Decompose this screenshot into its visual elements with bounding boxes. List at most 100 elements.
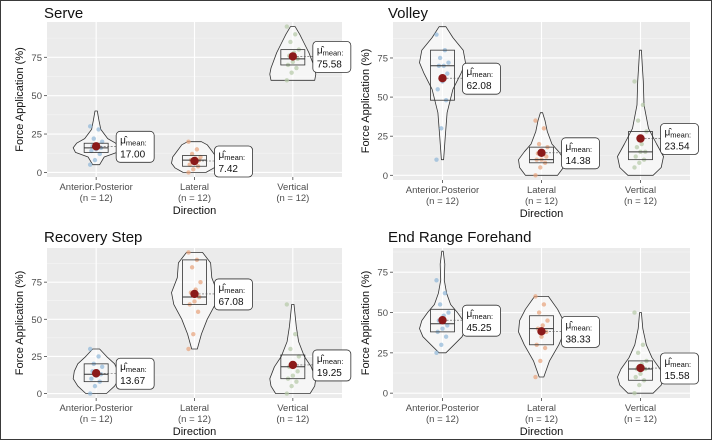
data-point — [186, 139, 191, 144]
mean-label-box — [312, 41, 352, 73]
x-tick-count-label: (n = 12) — [178, 414, 211, 425]
data-point — [538, 165, 543, 170]
data-point — [542, 345, 548, 351]
data-point — [536, 141, 542, 147]
data-point — [288, 346, 293, 352]
x-tick-count-label: (n = 12) — [525, 414, 558, 425]
violin-outline — [419, 26, 466, 161]
mean-point — [537, 148, 546, 158]
box-iqr — [628, 131, 653, 161]
mean-label-box — [462, 304, 501, 337]
x-tick-label: Lateral — [527, 185, 556, 196]
data-point — [632, 310, 637, 315]
box-iqr — [430, 308, 455, 333]
data-point — [295, 369, 300, 374]
mean-label-subscript: mean: — [126, 365, 147, 374]
mean-label-box — [115, 130, 155, 163]
x-tick-label: Vertical — [625, 403, 656, 414]
mean-label-subscript: mean: — [323, 357, 344, 366]
mean-label-box — [561, 137, 600, 170]
y-tick-label: 25 — [377, 348, 388, 359]
data-point — [289, 70, 294, 75]
mean-label-value: 15.58 — [665, 371, 690, 382]
chart-title: Serve — [44, 5, 83, 22]
mean-label-subscript: mean: — [224, 153, 245, 162]
data-point — [439, 126, 444, 131]
mean-label-subscript: mean: — [670, 130, 691, 139]
data-point — [87, 124, 93, 129]
y-tick-label: 75 — [31, 278, 42, 289]
data-point — [541, 126, 547, 131]
mean-label-stat: μ̂mean: — [665, 356, 692, 369]
mean-label-subscript: mean: — [670, 360, 691, 369]
data-point — [540, 323, 545, 328]
data-point — [96, 127, 101, 132]
data-point — [440, 326, 445, 331]
data-point — [544, 154, 549, 159]
data-point — [533, 118, 538, 123]
data-point — [189, 265, 195, 270]
data-point — [192, 299, 197, 304]
mean-label-box — [312, 349, 352, 382]
data-point — [96, 354, 101, 359]
x-tick-count-label: (n = 12) — [178, 193, 211, 204]
chart-title: Recovery Step — [44, 229, 142, 246]
x-tick-count-label: (n = 12) — [624, 414, 657, 425]
x-tick-label: Vertical — [625, 185, 656, 196]
data-point — [284, 302, 290, 307]
data-point — [189, 151, 195, 157]
mean-point — [636, 134, 645, 143]
data-point — [533, 294, 538, 299]
data-point — [284, 78, 290, 83]
y-axis-label: Force Application (%) — [14, 271, 26, 376]
mean-point — [636, 363, 645, 373]
y-tick-label: 50 — [31, 315, 42, 326]
y-tick-label: 50 — [377, 308, 388, 319]
x-tick-count-label: (n = 12) — [276, 193, 309, 204]
box-iqr — [83, 363, 109, 383]
mean-label-stat: μ̂mean: — [566, 141, 593, 154]
data-point — [634, 144, 640, 150]
data-point — [640, 342, 646, 347]
data-point — [633, 374, 638, 380]
data-point — [635, 118, 641, 123]
data-point — [640, 102, 646, 108]
mean-label-subscript: mean: — [472, 70, 493, 79]
mean-label-subscript: mean: — [571, 145, 592, 154]
y-tick-label: 0 — [383, 389, 388, 400]
x-tick-count-label: (n = 12) — [276, 414, 309, 425]
data-point — [89, 148, 94, 154]
data-point — [87, 346, 93, 352]
mean-point — [91, 369, 101, 378]
x-tick-label: Anterior.Posterior — [406, 185, 479, 196]
box-iqr — [628, 360, 653, 381]
data-point — [437, 55, 443, 61]
mean-label-value: 14.38 — [566, 156, 591, 167]
mean-label-stat: μ̂mean: — [467, 66, 494, 79]
mean-label-box — [561, 315, 600, 348]
y-tick-label: 25 — [31, 130, 42, 141]
chart-panel-4: End Range Forehand 0 25 50 75 Force Applicati… — [360, 229, 699, 438]
data-point — [445, 71, 450, 76]
chart-title: End Range Forehand — [388, 229, 531, 246]
y-tick-label: 75 — [377, 268, 388, 279]
mean-label-value: 17.00 — [120, 149, 145, 160]
data-point — [187, 162, 192, 167]
mean-label-box — [660, 352, 699, 385]
x-tick-label: Vertical — [277, 182, 308, 193]
data-point — [186, 170, 191, 175]
mean-label-box — [115, 357, 155, 390]
mean-point — [438, 73, 447, 83]
data-point — [443, 334, 449, 339]
data-point — [545, 318, 550, 323]
data-point — [290, 59, 296, 65]
data-point — [632, 390, 637, 396]
y-tick-label: 25 — [31, 352, 42, 363]
mean-label-value: 38.33 — [566, 334, 591, 345]
mean-label-value: 67.08 — [219, 297, 244, 308]
box-iqr — [430, 49, 455, 101]
data-point — [635, 350, 641, 356]
x-tick-count-label: (n = 12) — [525, 196, 558, 207]
box-iqr — [529, 146, 554, 164]
